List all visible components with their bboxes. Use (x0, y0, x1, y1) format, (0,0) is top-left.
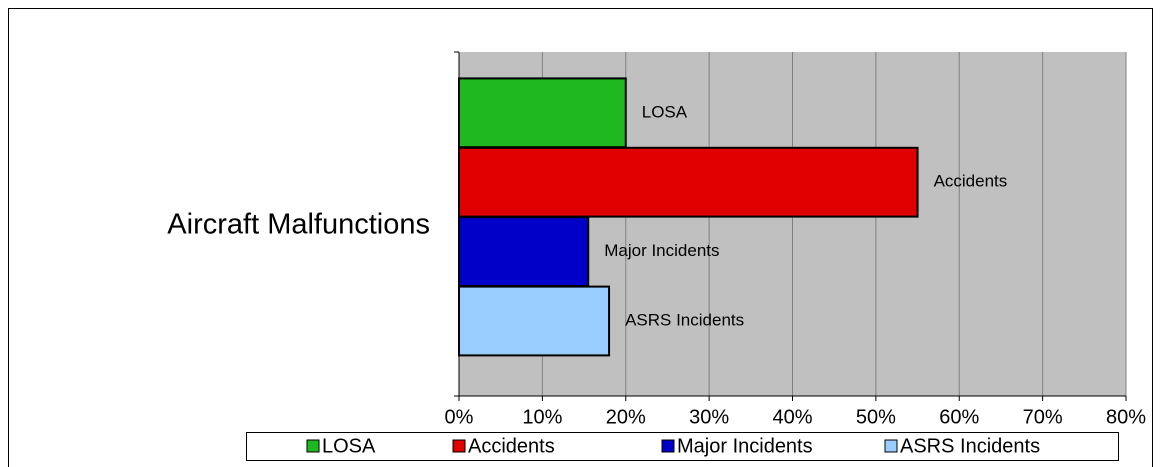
x-tick-label: 80% (1106, 406, 1146, 428)
legend-label: Accidents (468, 435, 555, 457)
data-label: Major Incidents (604, 241, 719, 260)
legend-swatch (661, 439, 675, 453)
x-tick-label: 30% (689, 406, 729, 428)
y-tick-label: Aircraft Malfunctions (167, 209, 430, 241)
legend-label: ASRS Incidents (900, 435, 1040, 457)
data-label: ASRS Incidents (625, 310, 744, 329)
x-tick-label: 0% (445, 406, 474, 428)
x-tick-label: 60% (939, 406, 979, 428)
legend-swatch (306, 439, 320, 453)
x-tick-label: 40% (772, 406, 812, 428)
bar (458, 146, 919, 218)
x-tick-label: 50% (856, 406, 896, 428)
legend-label: Major Incidents (677, 435, 813, 457)
legend-label: LOSA (322, 435, 376, 457)
x-tick-label: 70% (1023, 406, 1063, 428)
bar (458, 216, 590, 287)
legend-swatch (452, 439, 466, 453)
data-label: LOSA (642, 102, 688, 121)
legend-swatch (884, 439, 898, 453)
bar (458, 285, 611, 357)
x-tick-label: 20% (606, 406, 646, 428)
x-tick-label: 10% (522, 406, 562, 428)
data-label: Accidents (934, 172, 1008, 191)
bar (458, 77, 627, 149)
legend (246, 432, 1119, 461)
